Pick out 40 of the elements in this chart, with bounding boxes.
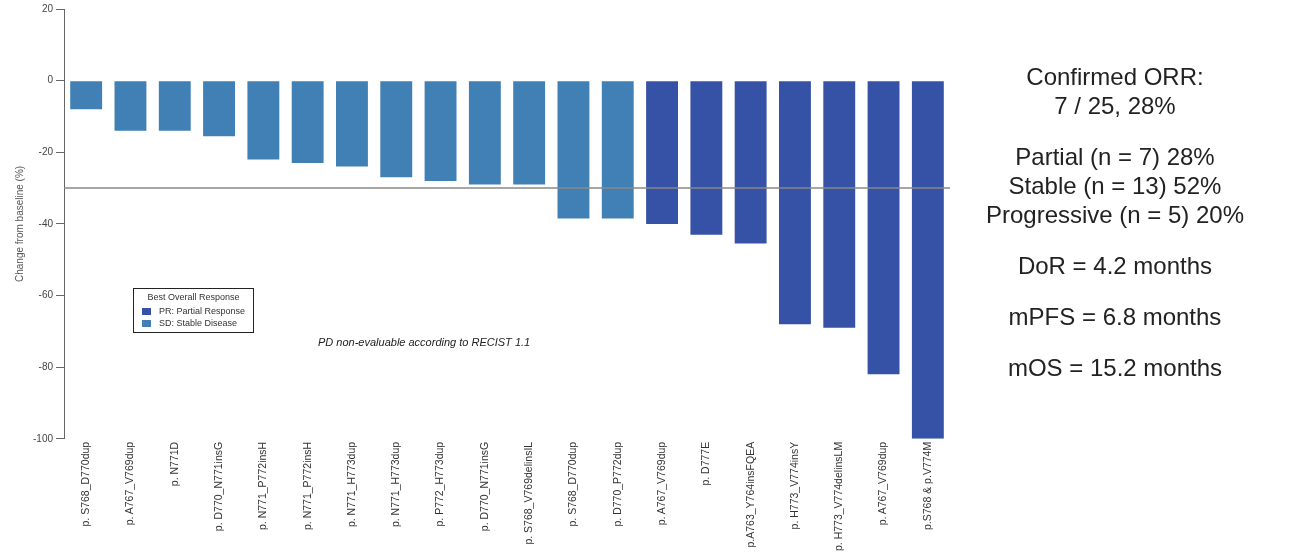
text: DoR = 4.2 months — [1016, 251, 1214, 280]
x-tick-label: p. S768_V769delinsIL — [522, 441, 535, 545]
x-tick-label: p. N771_P772insH — [256, 441, 269, 530]
x-tick-label: p. N771D — [167, 441, 180, 487]
text: mOS = 15.2 months — [1006, 353, 1224, 382]
y-tick-label: -20 — [38, 146, 54, 158]
x-tick-label: p. H773_V774delinsLM — [832, 441, 845, 552]
y-tick-label: -60 — [38, 289, 54, 301]
x-tick-label: p. N771_H773dup — [344, 441, 357, 528]
x-tick-label: p. D770_N771insG — [477, 441, 490, 532]
text: 7 / 25, 28% — [1053, 91, 1177, 120]
annotation: PD non-evaluable according to RECIST 1.1 — [318, 336, 531, 348]
x-tick-label: p. D770_P772dup — [610, 441, 623, 527]
y-tick-label: -40 — [38, 217, 54, 229]
text: Progressive (n = 5) 20% — [984, 200, 1246, 229]
legend-title: Best Overall Response — [146, 292, 241, 302]
x-tick-label: p. S768_D770dup — [566, 441, 579, 527]
y-tick-label: 20 — [41, 2, 54, 14]
text: mPFS = 6.8 months — [1007, 302, 1223, 331]
text: Partial (n = 7) 28% — [1014, 142, 1216, 171]
x-tick-label: p.S768 & p.V774M — [920, 441, 933, 530]
x-tick-label: p. D770_N771insG — [211, 441, 224, 532]
x-tick-label: p. N771_H773dup — [389, 441, 402, 528]
x-tick-label: p. A767_V769dup — [876, 441, 889, 526]
x-tick-label: p. D777E — [699, 441, 712, 486]
x-tick-label: p. S768_D770dup — [79, 441, 92, 527]
x-tick-label: p. A767_V769dup — [654, 441, 667, 526]
y-tick-label: -80 — [38, 360, 54, 372]
legend-label: SD: Stable Disease — [159, 318, 238, 328]
y-tick-label: 0 — [47, 74, 54, 86]
legend-label: PR: Partial Response — [159, 306, 246, 316]
text: Stable (n = 13) 52% — [1007, 171, 1223, 200]
y-axis-title: Change from baseline (%) — [13, 165, 25, 283]
x-tick-label: p. H773_V774insY — [787, 441, 800, 530]
x-tick-label: p. N771_P772insH — [300, 441, 313, 530]
x-tick-label: p.A763_Y764insFQEA — [743, 441, 756, 548]
x-tick-label: p. A767_V769dup — [123, 441, 136, 526]
x-tick-label: p. P772_H773dup — [433, 441, 446, 527]
y-tick-label: -100 — [33, 432, 54, 444]
text: Confirmed ORR: — [1025, 62, 1205, 91]
